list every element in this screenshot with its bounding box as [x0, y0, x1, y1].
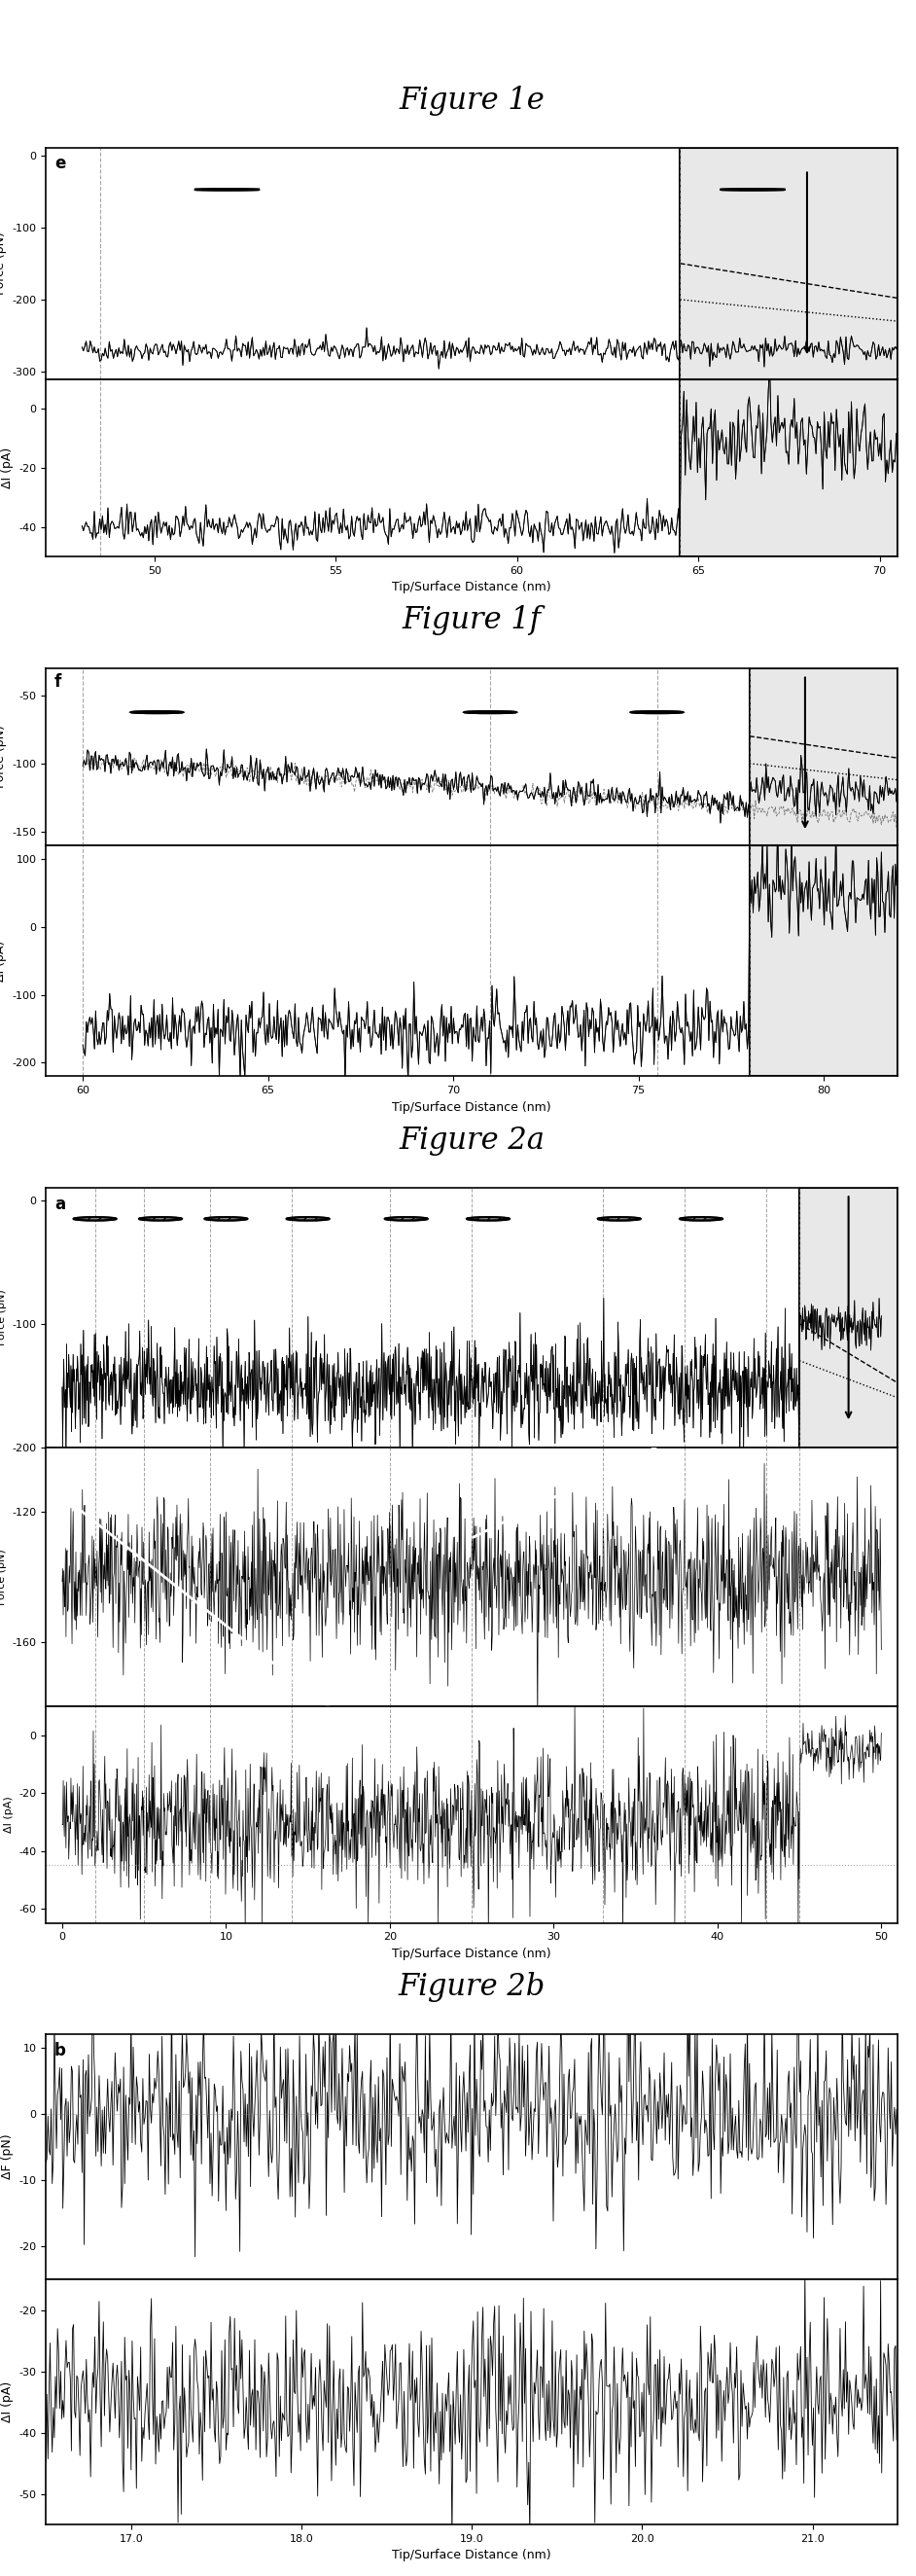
FancyBboxPatch shape — [681, 379, 898, 556]
Y-axis label: ΔI (pA): ΔI (pA) — [1, 448, 14, 489]
Text: f: f — [54, 672, 61, 690]
FancyBboxPatch shape — [749, 845, 898, 1077]
Text: a: a — [54, 1195, 65, 1213]
Text: Figure 2a: Figure 2a — [398, 1126, 545, 1154]
FancyBboxPatch shape — [800, 1188, 898, 1448]
Circle shape — [139, 1218, 181, 1221]
Circle shape — [467, 1218, 509, 1221]
Y-axis label: ΔI (pA): ΔI (pA) — [1, 2380, 14, 2421]
Circle shape — [204, 1218, 247, 1221]
FancyBboxPatch shape — [681, 147, 898, 379]
FancyBboxPatch shape — [749, 667, 898, 845]
Y-axis label: Force (pN): Force (pN) — [0, 1291, 6, 1345]
Text: Figure 1e: Figure 1e — [399, 85, 544, 116]
Text: Figure 2b: Figure 2b — [398, 1971, 545, 2002]
X-axis label: Tip/Surface Distance (nm): Tip/Surface Distance (nm) — [392, 1100, 551, 1113]
Y-axis label: Force (pN): Force (pN) — [0, 232, 6, 296]
Circle shape — [680, 1218, 723, 1221]
Text: Figure 1f: Figure 1f — [402, 605, 541, 636]
Y-axis label: Force (pN): Force (pN) — [0, 724, 6, 788]
Text: b: b — [54, 2043, 66, 2058]
Circle shape — [598, 1218, 640, 1221]
Y-axis label: ΔF (pN): ΔF (pN) — [1, 2133, 14, 2179]
Y-axis label: ΔI (pA): ΔI (pA) — [4, 1795, 14, 1834]
Text: e: e — [54, 155, 65, 173]
Circle shape — [385, 1218, 428, 1221]
Y-axis label: Force (pN): Force (pN) — [0, 1548, 6, 1605]
X-axis label: Tip/Surface Distance (nm): Tip/Surface Distance (nm) — [392, 582, 551, 592]
X-axis label: Tip/Surface Distance (nm): Tip/Surface Distance (nm) — [392, 1947, 551, 1960]
X-axis label: Tip/Surface Distance (nm): Tip/Surface Distance (nm) — [392, 2550, 551, 2561]
Circle shape — [287, 1218, 329, 1221]
Circle shape — [73, 1218, 116, 1221]
Y-axis label: ΔI (pA): ΔI (pA) — [0, 940, 6, 981]
